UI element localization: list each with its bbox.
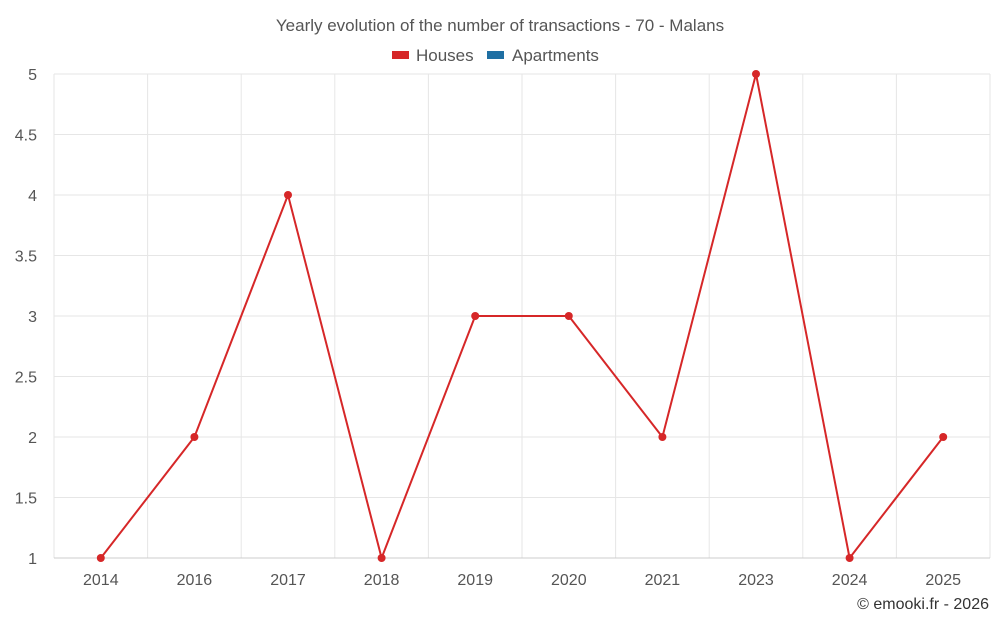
- y-tick-label: 1.5: [15, 491, 37, 508]
- x-tick-label: 2017: [270, 572, 306, 589]
- data-point-houses[interactable]: [939, 433, 948, 441]
- legend-label-apartments[interactable]: Apartments: [512, 46, 599, 65]
- series-line-houses: [100, 73, 944, 559]
- legend-swatch-apartments[interactable]: [487, 51, 504, 59]
- data-point-houses[interactable]: [471, 312, 480, 320]
- x-tick-label: 2024: [832, 572, 868, 589]
- chart-title: Yearly evolution of the number of transa…: [276, 16, 724, 35]
- legend-label-houses[interactable]: Houses: [416, 46, 474, 65]
- x-tick-label: 2019: [457, 572, 493, 589]
- y-tick-label: 1: [28, 551, 37, 568]
- x-tick-label: 2025: [925, 572, 961, 589]
- data-point-houses[interactable]: [284, 191, 292, 199]
- x-tick-label: 2014: [83, 572, 119, 589]
- y-tick-label: 2: [28, 430, 37, 447]
- legend-swatch-houses[interactable]: [392, 51, 409, 59]
- x-tick-label: 2018: [364, 572, 400, 589]
- data-point-houses[interactable]: [658, 433, 667, 441]
- data-point-houses[interactable]: [377, 554, 386, 562]
- x-tick-label: 2021: [645, 572, 681, 589]
- y-tick-label: 2.5: [15, 370, 37, 387]
- data-point-houses[interactable]: [752, 70, 760, 78]
- x-tick-label: 2016: [177, 572, 213, 589]
- legend[interactable]: Houses Apartments: [392, 46, 599, 65]
- x-tick-label: 2023: [738, 572, 774, 589]
- y-tick-label: 5: [28, 67, 37, 84]
- data-point-houses[interactable]: [564, 312, 573, 320]
- data-point-houses[interactable]: [96, 554, 105, 562]
- x-tick-label: 2020: [551, 572, 587, 589]
- y-tick-label: 4.5: [15, 128, 37, 145]
- series-houses: [96, 70, 948, 562]
- y-tick-label: 3.5: [15, 249, 37, 266]
- copyright-footer: © emooki.fr - 2026: [857, 596, 989, 613]
- data-point-houses[interactable]: [190, 433, 199, 441]
- axes: 1 1.5 2 2.5 3 3.5 4 4.5 5 2014 2016 2017 2018 2019 202…: [15, 67, 990, 589]
- y-tick-label: 4: [28, 188, 37, 205]
- y-tick-label: 3: [28, 309, 37, 326]
- data-point-houses[interactable]: [845, 554, 854, 562]
